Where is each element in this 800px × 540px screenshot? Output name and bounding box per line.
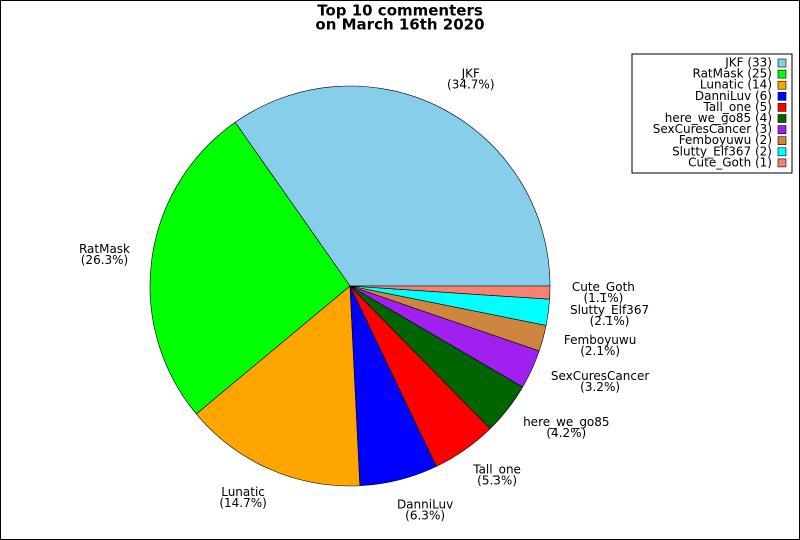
legend-swatch: [777, 80, 787, 90]
slice-label: RatMask: [79, 242, 130, 256]
slice-label: JKF: [461, 67, 480, 81]
legend-label: SexCuresCancer (3): [653, 122, 772, 136]
legend-swatch: [777, 158, 787, 168]
legend-swatch: [777, 125, 787, 134]
legend-label: Tall_one (5): [702, 100, 772, 114]
legend-swatch: [777, 58, 787, 68]
legend-box: [631, 53, 793, 174]
slice-value-label: (1.1%): [583, 291, 623, 305]
pie-slice: [195, 285, 361, 487]
slice-value-label: (3.2%): [580, 380, 620, 394]
pie-slice: [234, 85, 551, 287]
legend-label: Cute_Goth (1): [688, 155, 772, 169]
slice-label: Slutty_Elf367: [570, 303, 649, 317]
pie-slice: [349, 285, 551, 300]
legend-swatch: [777, 103, 787, 112]
legend-swatch: [777, 114, 787, 123]
slice-value-label: (4.2%): [546, 426, 586, 440]
legend-label: JKF (33): [724, 56, 772, 70]
chart-title: on March 16th 2020: [315, 16, 484, 34]
slice-value-label: (2.1%): [580, 344, 620, 358]
legend-swatch: [777, 147, 787, 157]
slice-value-label: (34.7%): [447, 78, 494, 92]
legend-label: Lunatic (14): [700, 78, 772, 92]
slice-label: DanniLuv: [397, 497, 453, 511]
legend-label: here_we_go85 (4): [665, 111, 772, 125]
legend-label: DanniLuv (6): [695, 89, 772, 103]
slice-label: Femboyuwu: [564, 333, 636, 347]
pie-slice: [149, 121, 351, 415]
slice-label: here_we_go85: [523, 415, 609, 429]
slice-value-label: (2.1%): [590, 314, 630, 328]
slice-value-label: (5.3%): [477, 473, 517, 487]
legend-swatch: [777, 136, 787, 145]
legend-label: RatMask (25): [693, 67, 773, 81]
slice-label: SexCuresCancer: [551, 369, 649, 383]
legend-swatch: [777, 92, 787, 101]
legend-label: Femboyuwu (2): [679, 133, 772, 147]
legend-swatch: [777, 69, 787, 79]
chart-title: Top 10 commenters: [317, 2, 483, 20]
slice-value-label: (14.7%): [219, 496, 266, 510]
slice-label: Lunatic: [221, 485, 265, 499]
slice-label: Tall_one: [472, 462, 521, 476]
legend-label: Slutty_Elf367 (2): [672, 144, 772, 158]
slice-value-label: (6.3%): [405, 508, 445, 522]
slice-label: Cute_Goth: [572, 280, 635, 294]
slice-value-label: (26.3%): [81, 253, 128, 267]
